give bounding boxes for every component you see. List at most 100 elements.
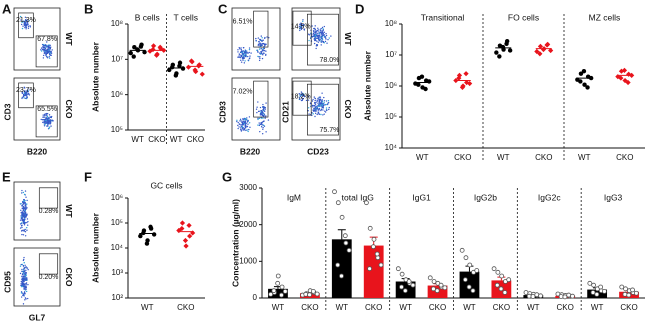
flow-event [47,124,49,126]
data-point [615,74,621,80]
data-point [371,244,376,250]
flow-event [264,36,266,39]
flow-event [23,199,25,201]
flow-event [20,291,23,293]
flow-event [237,127,239,130]
flow-event [323,113,325,115]
flow-event [42,47,44,49]
flow-event [258,122,260,124]
flow-event [24,16,27,18]
flow-event [245,126,247,129]
flow-event [249,126,251,129]
flow-event [25,90,27,92]
flow-event [24,273,26,275]
gate [307,83,339,136]
flow-event [242,50,244,52]
data-point [558,294,564,299]
x-tick-label: WT [497,153,510,162]
y-tick-label: 10⁵ [111,218,123,227]
flow-event [20,283,22,285]
flow-event [312,106,314,108]
y-tick-label: 0 [253,293,258,302]
gate-label: 18.2% [291,93,311,100]
flow-event [314,97,316,100]
flow-event [262,42,265,45]
flow-plot-frame [13,7,61,71]
y-tick-label: 10⁵ [111,125,123,134]
data-point [138,44,144,49]
flow-event [25,213,27,215]
data-point [495,269,501,275]
flow-event [308,113,310,115]
flow-event [314,112,317,115]
flow-event [257,37,260,39]
row-label: CKO [343,100,353,119]
flow-event [248,51,250,54]
flow-event [238,56,240,58]
flow-event [318,31,320,33]
x-tick-label: WT [170,135,183,144]
flow-event [21,270,23,273]
flow-event [259,114,262,116]
flow-event [242,59,244,61]
y-axis-label: Absolute number [90,212,100,283]
panel-letter: E [2,169,11,184]
group-title: B cells [135,12,160,22]
flow-event [42,57,45,59]
flow-event [265,43,267,45]
flow-event [263,120,265,122]
flow-event [45,56,48,58]
flow-event [321,32,323,34]
flow-event [323,25,326,28]
flow-event [237,51,239,53]
flow-event [22,211,24,213]
flow-event [325,33,327,35]
flow-event [316,99,318,101]
flow-event [313,104,316,107]
flow-event [320,101,323,103]
flow-event [312,35,314,37]
flow-event [24,264,26,266]
flow-event [259,42,261,44]
data-point [427,275,433,281]
flow-event [245,122,247,124]
flow-event [299,95,302,98]
flow-event [24,288,26,290]
flow-event [318,96,321,98]
flow-event [308,39,310,42]
flow-event [45,117,47,120]
data-point [587,280,593,286]
flow-event [51,49,53,51]
flow-event [300,91,303,93]
flow-event [242,123,244,126]
flow-event [249,57,251,59]
flow-event [41,43,44,46]
y-axis-label: CD21 [280,101,290,123]
flow-event [24,93,27,95]
data-point [314,291,320,297]
gate [292,10,312,46]
flow-event [312,30,315,32]
data-point [199,71,205,77]
group-title: IgM [287,192,301,202]
flow-event [313,33,316,36]
flow-event [257,118,259,121]
flow-event [26,229,28,231]
flow-event [263,52,265,54]
flow-event [25,290,28,293]
flow-event [243,122,245,125]
flow-event [317,97,319,100]
data-point [268,291,274,297]
flow-event [258,59,261,62]
flow-event [325,107,328,109]
flow-event [248,47,251,49]
flow-event [27,268,29,271]
flow-event [24,21,27,23]
flow-event [20,215,22,217]
flow-event [261,57,264,60]
flow-event [23,24,26,26]
flow-event [22,259,25,262]
data-point [544,42,550,48]
y-tick-label: 10⁵ [385,112,397,121]
data-point [135,47,140,52]
